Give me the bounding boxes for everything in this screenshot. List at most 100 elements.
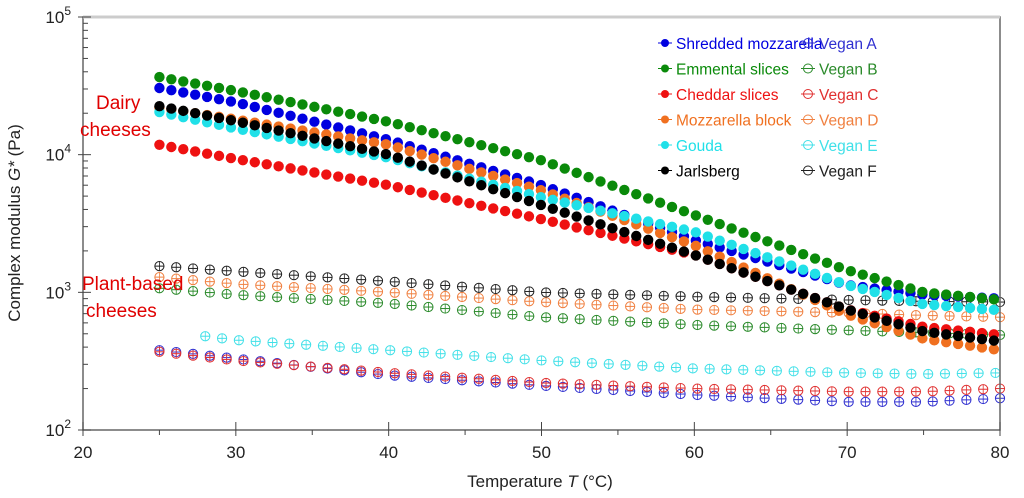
data-point: [742, 305, 753, 316]
legend-marker: [803, 165, 813, 176]
data-point: [238, 266, 249, 277]
data-point: [511, 148, 523, 160]
data-point: [261, 122, 272, 134]
data-point: [488, 203, 499, 214]
data-point: [321, 135, 332, 147]
data-point: [759, 293, 770, 304]
data-point: [797, 264, 809, 275]
data-point: [238, 355, 249, 367]
y-tick-label: 105: [45, 4, 71, 27]
data-point: [535, 191, 547, 203]
data-point: [178, 76, 189, 87]
data-point: [595, 205, 606, 216]
data-point: [392, 182, 404, 193]
data-point: [344, 133, 356, 144]
data-point: [237, 117, 249, 128]
legend-entry: Vegan C: [801, 87, 878, 104]
data-point: [557, 313, 568, 324]
data-point: [826, 386, 837, 397]
data-point: [591, 379, 602, 391]
data-point: [476, 139, 487, 151]
data-point: [797, 288, 809, 300]
data-point: [774, 280, 785, 291]
data-point: [171, 273, 182, 284]
data-point: [702, 254, 713, 265]
data-point: [754, 365, 766, 376]
data-point: [464, 163, 475, 175]
data-point: [857, 283, 868, 295]
annotation-text: Plant-based: [82, 274, 183, 295]
data-point: [923, 368, 934, 380]
series-vegan-a: [154, 345, 1006, 407]
legend-label: Vegan F: [819, 164, 877, 181]
data-point: [339, 295, 350, 307]
x-tick-label: 60: [685, 443, 704, 462]
data-point: [368, 137, 380, 148]
data-point: [860, 325, 871, 336]
data-point: [843, 396, 854, 407]
legend-marker: [803, 38, 813, 48]
data-point: [535, 199, 547, 211]
legend-marker: [661, 39, 669, 47]
data-point: [990, 367, 1001, 379]
data-point: [805, 366, 816, 377]
data-point: [869, 286, 880, 298]
data-point: [473, 373, 484, 384]
data-point: [762, 252, 773, 263]
data-point: [237, 87, 249, 98]
legend-label: Shredded mozzarella: [676, 36, 823, 53]
data-point: [571, 222, 582, 233]
data-point: [571, 211, 582, 222]
data-point: [845, 280, 857, 292]
data-point: [333, 138, 344, 149]
data-point: [356, 143, 368, 155]
data-point: [654, 197, 666, 208]
legend-marker: [661, 166, 669, 175]
data-point: [776, 393, 787, 404]
data-point: [881, 315, 892, 327]
data-point: [511, 191, 523, 203]
data-point: [570, 357, 581, 368]
data-point: [317, 340, 329, 351]
x-tick-label: 80: [991, 443, 1010, 462]
data-point: [344, 108, 356, 120]
data-point: [952, 338, 964, 350]
data-point: [881, 276, 892, 287]
data-point: [595, 219, 606, 230]
data-point: [929, 327, 940, 339]
data-point: [452, 195, 463, 206]
data-point: [714, 251, 725, 262]
data-point: [322, 283, 333, 295]
data-point: [499, 187, 511, 199]
data-point: [309, 133, 320, 144]
data-point: [321, 169, 332, 180]
data-point: [976, 333, 988, 345]
data-point: [189, 108, 201, 119]
data-point: [675, 303, 686, 314]
legend-marker: [803, 140, 813, 150]
legend-label: Emmental slices: [676, 62, 789, 79]
data-point: [255, 267, 266, 279]
data-point: [547, 194, 559, 206]
data-point: [385, 345, 396, 356]
data-point: [927, 310, 938, 321]
data-point: [725, 321, 737, 332]
data-point: [809, 385, 821, 397]
data-point: [776, 306, 787, 317]
data-point: [690, 210, 702, 221]
data-point: [418, 347, 429, 358]
data-point: [344, 141, 356, 152]
data-point: [221, 265, 232, 276]
data-point: [670, 362, 682, 373]
data-point: [372, 275, 384, 286]
data-point: [536, 355, 547, 366]
data-point: [658, 302, 669, 314]
data-point: [273, 107, 284, 119]
data-point: [988, 304, 1000, 316]
data-point: [654, 227, 666, 239]
data-point: [456, 372, 468, 383]
data-point: [189, 146, 201, 157]
data-point: [416, 149, 427, 160]
data-point: [774, 240, 785, 251]
data-point: [709, 292, 720, 303]
